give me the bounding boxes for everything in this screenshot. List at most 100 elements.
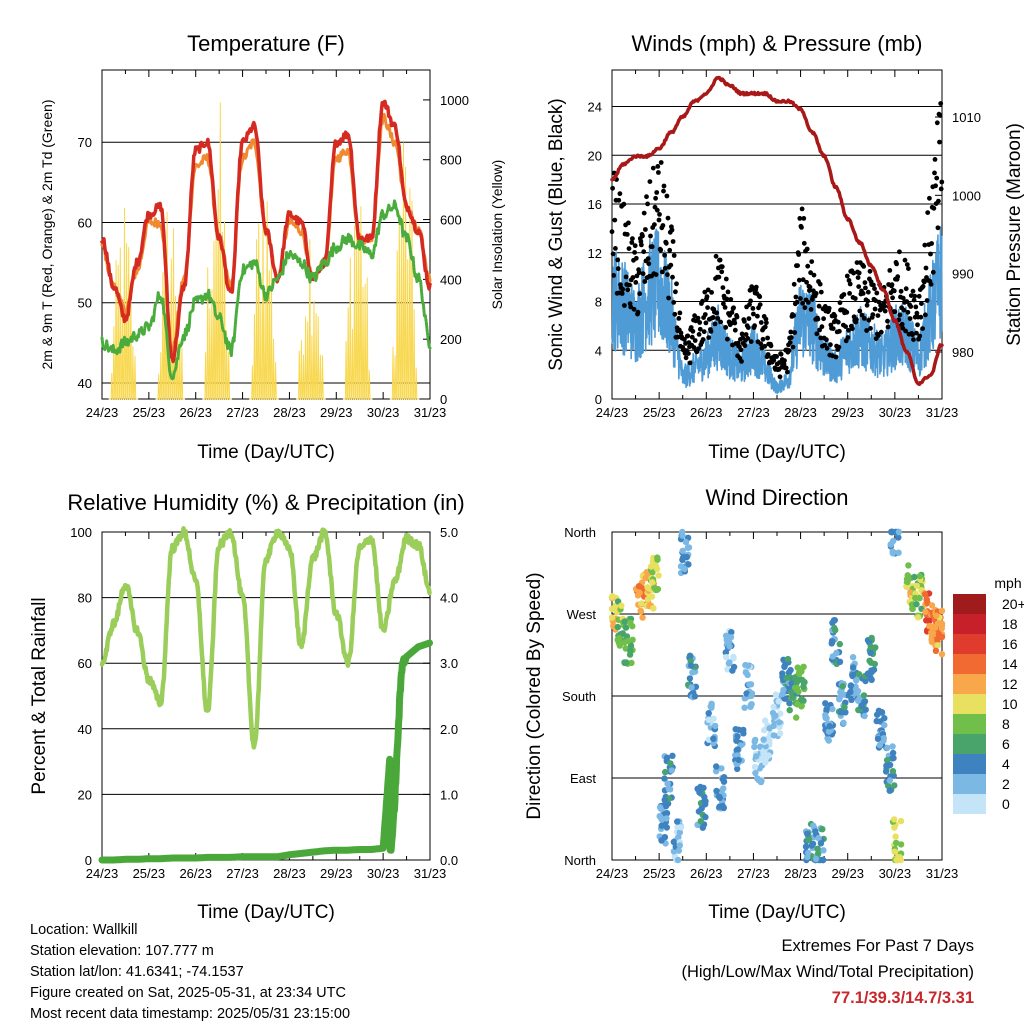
gust-point [728,297,734,302]
speed-legend-title: mph [994,575,1021,591]
gust-point [807,284,813,290]
direction-point [783,674,790,682]
winds-xtick-label: 25/23 [643,405,676,420]
gust-point [650,165,656,171]
gust-point [903,286,909,292]
gust-point [828,342,833,348]
direction-ytick-label: West [567,607,597,622]
direction-point [726,643,733,650]
gust-point [747,302,752,307]
direction-point [765,737,772,744]
direction-point [923,617,930,624]
gust-point [611,273,617,278]
gust-point [898,288,904,294]
gust-point [931,205,937,211]
direction-point [621,618,628,625]
gust-point [846,278,852,283]
temperature-xtick-label: 30/23 [367,405,400,420]
gust-point [619,291,625,296]
winds-y2tick-label: 990 [952,267,974,282]
direction-point [636,589,643,596]
gust-point [748,298,753,304]
gust-point [930,269,936,275]
direction-point [836,694,843,702]
direction-point [642,574,649,582]
direction-point [716,803,723,810]
direction-point [825,737,832,744]
gust-point [817,281,823,287]
direction-point [798,676,805,683]
gust-point [864,328,869,333]
gust-point [678,330,684,336]
gust-point [774,354,779,359]
direction-point [724,666,731,673]
gust-point [702,289,708,295]
gust-point [821,316,826,322]
speed-legend-label: 4 [1002,756,1010,772]
gust-point [690,328,696,334]
gust-point [715,316,721,321]
direction-point [650,605,657,612]
gust-point [657,212,662,217]
humidity-y2tick-label: 1.0 [440,787,458,802]
gust-point [938,101,944,106]
humidity-frame [101,531,431,861]
gust-point [901,307,907,313]
gust-point [868,326,873,331]
figure-created: Figure created on Sat, 2025-05-31, at 23… [30,985,346,1001]
direction-point [815,834,822,842]
gust-point [743,332,749,337]
direction-point [836,658,844,665]
gust-point [850,326,855,332]
gust-point [642,279,648,284]
humidity-y2tick-label: 4.0 [440,591,458,606]
gust-point [778,351,784,357]
direction-point [850,664,857,671]
direction-point [904,572,911,579]
gust-point [808,270,813,276]
direction-point [682,538,690,546]
winds-xtick-label: 31/23 [926,405,959,420]
gust-point [897,312,903,318]
humidity-xtick-label: 31/23 [414,866,447,881]
direction-point [849,672,856,679]
gust-point [844,273,850,279]
gust-point [928,281,934,287]
gust-point [644,194,649,200]
gust-point [783,365,789,371]
gust-point [654,207,660,213]
direction-point [723,654,730,661]
gust-point [757,294,763,300]
gust-point [671,300,677,305]
gust-point [689,334,695,340]
gust-point [720,285,726,290]
gust-point [626,220,631,226]
gust-points [609,101,945,380]
direction-point [722,649,729,656]
speed-legend-label: 12 [1002,676,1018,692]
temperature-xtick-label: 25/23 [133,405,166,420]
gust-point [750,306,756,311]
direction-point [741,695,748,702]
gust-point [867,268,873,274]
direction-point [740,726,747,734]
direction-point [713,787,720,795]
gust-point [712,321,718,327]
gust-point [637,291,643,297]
gust-point [716,274,722,280]
gust-point [882,303,888,309]
gust-point [920,284,926,289]
direction-point [744,671,751,679]
direction-point [888,540,895,548]
gust-point [621,201,627,207]
direction-point [638,600,645,607]
direction-point [748,692,755,699]
gust-point [923,312,928,318]
gust-point [782,358,787,363]
gust-point [713,253,719,259]
gust-point [624,232,630,237]
temperature-y2tick-label: 800 [440,153,462,168]
direction-xtick-label: 27/23 [737,866,770,881]
direction-point [669,752,676,759]
